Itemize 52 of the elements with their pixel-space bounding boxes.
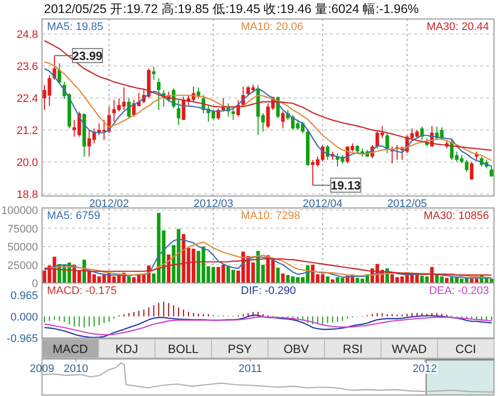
series-label: MACD: -0.175	[47, 285, 117, 297]
candlestick	[464, 159, 468, 172]
y-tick-label: 25000	[7, 260, 38, 272]
y-tick-label: -0.965	[6, 333, 38, 345]
text: MA10: 7298	[240, 210, 300, 222]
y-tick-label: 20.0	[16, 157, 38, 169]
annotation: 19.13	[330, 178, 362, 193]
x-tick-label: 2012/03	[193, 198, 234, 210]
text: CCI	[455, 342, 476, 356]
candlestick	[281, 111, 285, 129]
y-tick-label: 18.8	[16, 189, 38, 201]
y-tick-label: 0.965	[10, 290, 38, 302]
text: MA5: 19.85	[47, 21, 104, 33]
x-tick-label: 2010	[64, 363, 88, 375]
text: MA5: 6759	[47, 210, 100, 222]
text: MA10: 20.06	[240, 21, 304, 33]
text: PSY	[228, 342, 252, 356]
candlestick	[156, 78, 161, 110]
text: OBV	[284, 342, 309, 356]
y-tick-label: 22.4	[16, 93, 38, 105]
x-tick-label: 2012/04	[302, 198, 343, 210]
series-label: DIF: -0.290	[240, 285, 296, 297]
candlestick	[231, 108, 236, 120]
text: KDJ	[115, 342, 138, 356]
candlestick	[176, 99, 180, 126]
y-tick-label: 50000	[7, 242, 38, 254]
line-series	[44, 258, 492, 276]
x-tick-label: 2012/05	[387, 198, 427, 210]
text: MA30: 10856	[424, 210, 489, 222]
annotation: 23.99	[72, 49, 103, 64]
x-tick-label: 2009	[30, 363, 54, 375]
y-tick-label: 0.000	[10, 311, 38, 324]
bar	[281, 274, 285, 283]
text: RSI	[342, 342, 363, 356]
text: WVAD	[392, 342, 428, 356]
text: MACD	[52, 342, 88, 356]
x-tick-label: 2011	[238, 363, 262, 375]
text: MA30: 20.44	[426, 21, 489, 33]
y-tick-label: 100000	[1, 205, 38, 217]
candlestick	[470, 161, 474, 180]
y-tick-label: 23.6	[16, 61, 38, 73]
text: BOLL	[168, 342, 199, 356]
candlestick	[196, 86, 200, 99]
y-tick-label: 21.2	[16, 125, 38, 137]
y-tick-label: 0	[32, 278, 38, 290]
bar	[276, 268, 280, 283]
x-tick-label: 2012/02	[89, 198, 129, 210]
y-tick-label: 24.8	[16, 29, 38, 41]
candlestick	[152, 66, 156, 80]
chart-title: 2012/05/25 开:19.72 高:19.85 低:19.45 收:19.46 量:6024 幅:-1.96%	[44, 1, 419, 16]
series-label: DEA: -0.203	[429, 285, 489, 297]
y-tick-label: 75000	[7, 223, 38, 236]
